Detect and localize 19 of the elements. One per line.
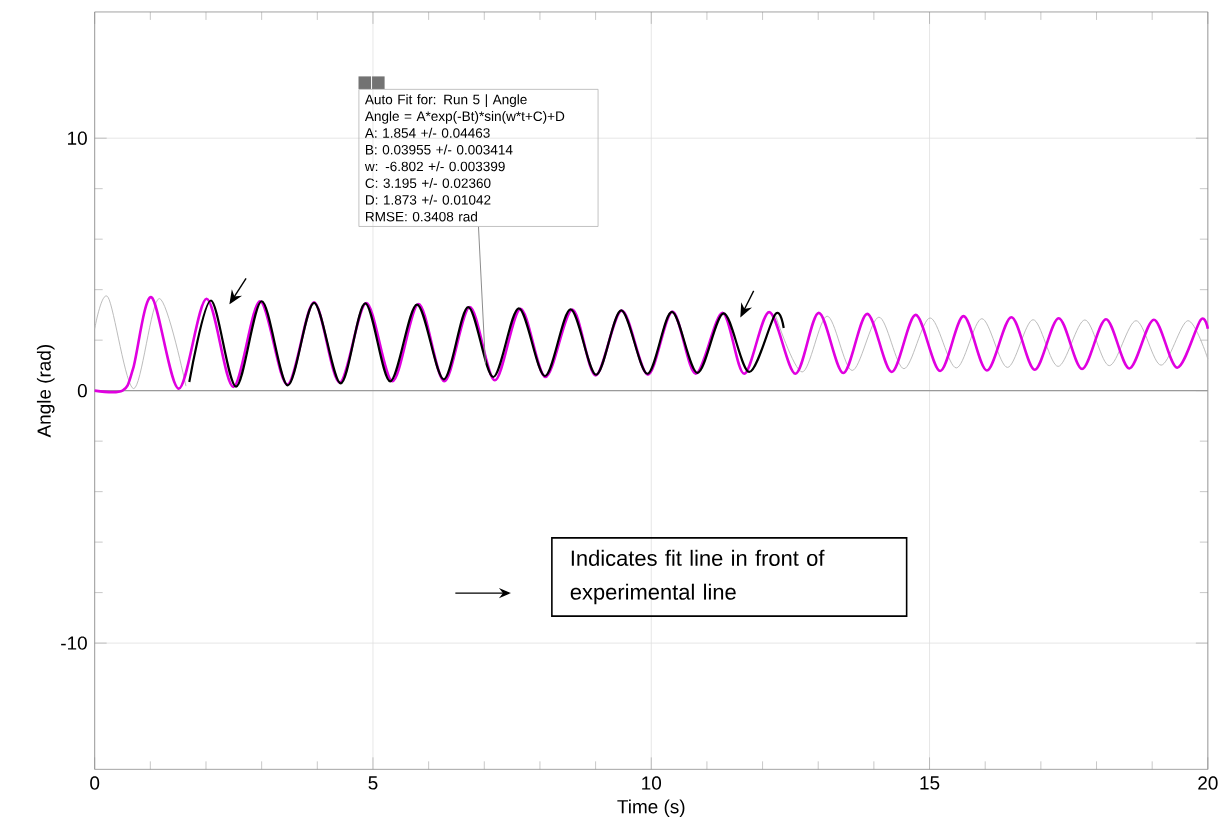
- annotation: D: 1.873 +/- 0.01042: [366, 194, 491, 205]
- annotation: w: -6.802 +/- 0.003399: [364, 161, 505, 172]
- y-tick-label: 0: [77, 383, 87, 398]
- annotation: A: 1.854 +/- 0.04463: [364, 127, 490, 138]
- x-tick-label: 5: [368, 776, 378, 790]
- x-tick-label: 10: [642, 776, 662, 790]
- annotation: Indicates fit line in front of experimental line: [570, 549, 825, 605]
- annotation: Auto Fit for: Run 5 | Angle: [364, 94, 527, 107]
- annotation: B: 0.03955 +/- 0.003414: [366, 144, 513, 155]
- x-tick-label: 0: [90, 776, 100, 790]
- y-tick-label: -10: [61, 636, 87, 650]
- x-axis-title: Time (s): [617, 799, 685, 818]
- annotation: RMSE: 0.3408 rad: [366, 211, 477, 222]
- y-axis-title: Angle (rad): [36, 344, 55, 438]
- annotation: C: 3.195 +/- 0.02360: [365, 178, 491, 188]
- x-tick-label: 15: [920, 776, 940, 790]
- y-tick-label: 10: [68, 131, 87, 145]
- x-tick-label: 20: [1198, 776, 1218, 790]
- annotation: Angle = A*exp(-Bt)*sin(w*t+C)+D: [364, 111, 565, 124]
